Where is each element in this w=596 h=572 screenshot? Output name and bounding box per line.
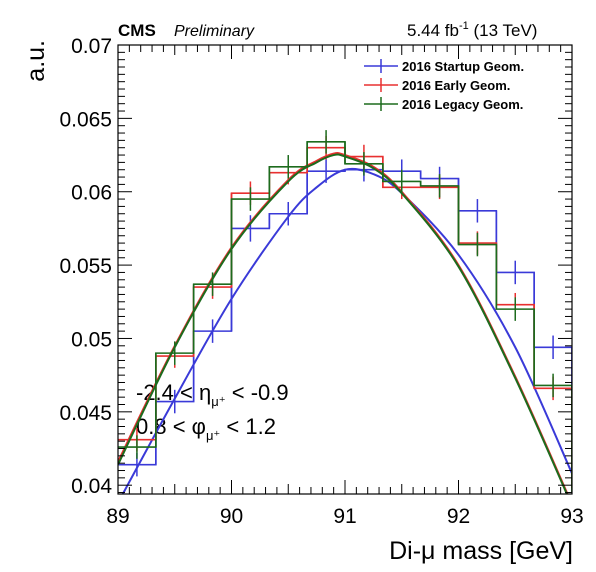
y-tick-label: 0.065: [59, 108, 112, 131]
x-tick-label: 91: [333, 505, 356, 528]
x-tick-label: 92: [447, 505, 470, 528]
phi-cut-annotation: 0.8 < φμ⁺ < 1.2: [136, 414, 276, 443]
histogram-steps: [118, 141, 572, 493]
lumi-label: 5.44 fb-1 (13 TeV): [407, 20, 537, 40]
phi-cut-var: φ: [192, 414, 206, 439]
series-3: [118, 130, 572, 494]
y-tick-label: 0.045: [59, 402, 112, 425]
y-tick-label: 0.05: [71, 328, 112, 351]
y-tick-label: 0.07: [71, 35, 112, 58]
x-tick-label: 90: [220, 505, 243, 528]
eta-cut-high: < -0.9: [232, 380, 289, 405]
y-axis-title: a.u.: [22, 40, 50, 82]
lumi-exponent: -1: [459, 20, 469, 32]
phi-cut-sub: μ⁺: [206, 428, 220, 443]
axes: 89 90 91 92 93 0.04 0.045 0.05 0.055 0.06 0.065 0.0…: [59, 35, 583, 528]
eta-cut-var: η: [199, 380, 211, 405]
y-tick-label: 0.055: [59, 255, 112, 278]
plot-area: [118, 130, 572, 494]
energy-label: (13 TeV): [474, 21, 538, 40]
fit-curve: [118, 153, 568, 494]
legend-label: 2016 Early Geom.: [402, 78, 510, 93]
x-tick-label: 93: [560, 505, 583, 528]
experiment-label: CMS: [118, 21, 156, 40]
phi-cut-low: 0.8 <: [136, 414, 186, 439]
x-tick-label: 89: [106, 505, 129, 528]
fit-curve: [121, 167, 572, 494]
y-tick-label: 0.06: [71, 182, 112, 205]
lumi-value: 5.44 fb: [407, 21, 459, 40]
eta-cut-annotation: -2.4 < ημ⁺ < -0.9: [136, 380, 289, 409]
eta-cut-sub: μ⁺: [211, 394, 225, 409]
legend: 2016 Startup Geom. 2016 Early Geom. 2016 L…: [364, 59, 524, 112]
status-label: Preliminary: [174, 23, 255, 40]
legend-label: 2016 Legacy Geom.: [402, 97, 523, 112]
legend-label: 2016 Startup Geom.: [402, 59, 524, 74]
y-tick-label: 0.04: [71, 475, 112, 498]
fit-curve: [118, 152, 569, 494]
phi-cut-high: < 1.2: [226, 414, 276, 439]
x-axis-title: Di-μ mass [GeV]: [389, 537, 573, 565]
